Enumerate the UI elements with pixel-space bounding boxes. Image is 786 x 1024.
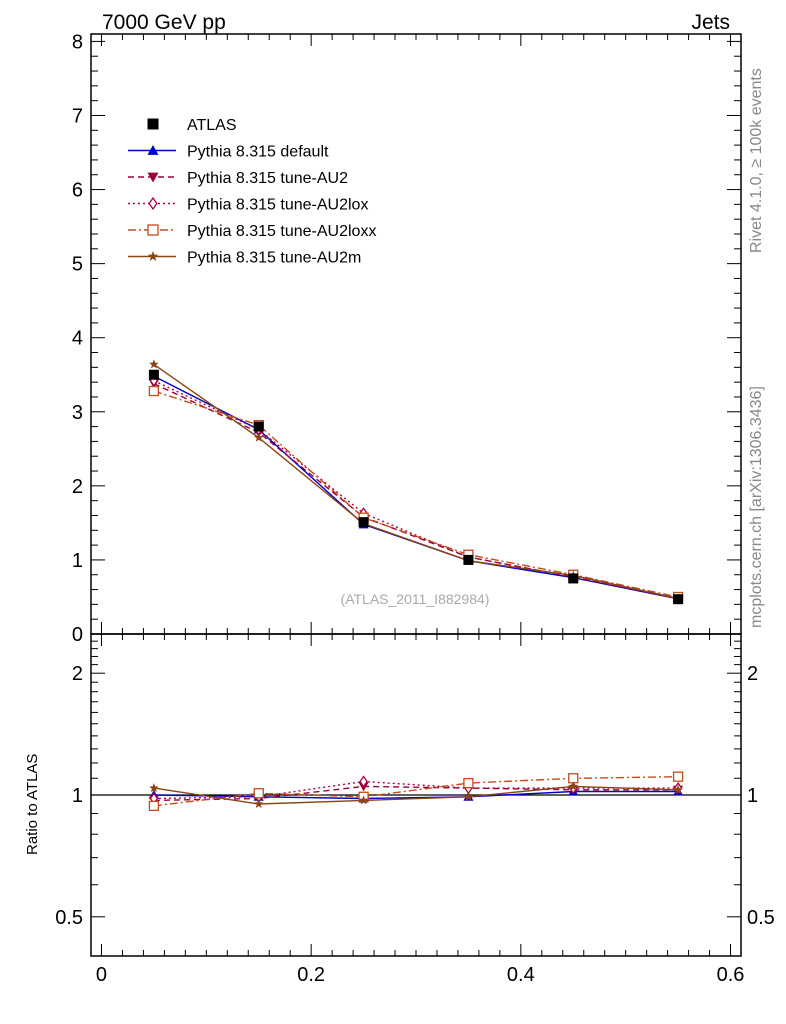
ratio-point-au2loxx <box>148 800 160 812</box>
rivet-version-label: Rivet 4.1.0, ≥ 100k events <box>748 68 765 253</box>
data-point-atlas <box>253 421 264 432</box>
legend-label-au2lox: Pythia 8.315 tune-AU2lox <box>187 197 368 214</box>
chart-title-left: 7000 GeV pp <box>102 11 226 34</box>
ratio-point-au2m <box>358 795 369 805</box>
ratio-point-au2m <box>149 783 159 793</box>
legend-marker-default <box>147 145 159 155</box>
legend-label-default: Pythia 8.315 default <box>187 144 329 161</box>
main-y-tick-label: 0 <box>72 624 83 646</box>
x-tick-label: 0.4 <box>507 964 535 986</box>
legend-marker-au2lox <box>148 196 158 211</box>
data-point-atlas <box>148 369 159 380</box>
main-y-tick-label: 6 <box>72 180 83 202</box>
ratio-line-default <box>153 790 679 800</box>
ratio-point-au2loxx <box>463 777 474 789</box>
ratio-data-layer <box>148 771 684 812</box>
legend-label-au2: Pythia 8.315 tune-AU2 <box>187 170 348 187</box>
series-line-default <box>153 375 679 600</box>
ratio-line-au2m <box>153 785 679 805</box>
ratio-point-au2loxx <box>253 788 264 799</box>
legend-marker-au2loxx <box>147 224 159 236</box>
legend-marker-atlas <box>147 118 159 130</box>
main-y-tick-label: 1 <box>72 550 83 572</box>
main-y-tick-label: 4 <box>72 328 83 350</box>
ratio-y-tick-label: 0.5 <box>55 907 83 929</box>
data-point-au2loxx <box>148 385 160 397</box>
ratio-y-axis-title: Ratio to ATLAS <box>24 754 41 855</box>
main-y-tick-label: 5 <box>72 254 83 276</box>
ratio-y-tick-label: 1 <box>72 785 83 807</box>
ratio-y-tick-label-right: 0.5 <box>747 907 775 929</box>
legend-marker-au2m <box>147 251 159 261</box>
main-y-tick-label: 7 <box>72 105 83 127</box>
ratio-point-au2m <box>463 791 474 801</box>
series-line-au2m <box>153 363 679 600</box>
ratio-point-au2loxx <box>568 773 579 784</box>
data-point-atlas <box>358 517 369 528</box>
ratio-y-tick-label: 2 <box>72 663 83 685</box>
ratio-point-au2m <box>673 784 683 794</box>
ratio-point-au2m <box>253 799 264 809</box>
x-tick-label: 0.6 <box>717 964 745 986</box>
legend-marker-au2 <box>147 172 159 183</box>
ratio-point-au2m <box>568 781 579 791</box>
legend-label-au2loxx: Pythia 8.315 tune-AU2loxx <box>187 223 376 240</box>
legend-label-au2m: Pythia 8.315 tune-AU2m <box>187 250 361 267</box>
x-tick-label: 0.2 <box>297 964 325 986</box>
ratio-line-au2loxx <box>153 776 679 807</box>
series-line-au2loxx <box>153 390 679 598</box>
legend: ATLAS Pythia 8.315 default Pythia 8.315 tu… <box>128 117 376 267</box>
ratio-y-tick-label-right: 1 <box>747 785 758 807</box>
chart-title-right: Jets <box>691 11 730 34</box>
ratio-point-au2lox <box>359 775 368 788</box>
main-data-layer <box>148 359 684 605</box>
data-point-atlas <box>568 573 579 584</box>
main-y-tick-label: 2 <box>72 476 83 498</box>
mcplots-label: mcplots.cern.ch [arXiv:1306.3436] <box>748 386 765 628</box>
x-tick-label: 0 <box>96 964 107 986</box>
data-point-atlas <box>673 594 684 605</box>
series-line-au2lox <box>153 380 679 600</box>
main-y-tick-label: 8 <box>72 31 83 53</box>
data-point-au2m <box>253 432 264 442</box>
main-y-tick-label: 3 <box>72 402 83 424</box>
ratio-point-au2loxx <box>672 771 684 782</box>
data-point-au2m <box>149 359 159 369</box>
analysis-watermark: (ATLAS_2011_I882984) <box>341 591 490 607</box>
ratio-panel <box>90 633 742 957</box>
ratio-line-au2 <box>153 785 679 802</box>
legend-label-atlas: ATLAS <box>187 117 237 134</box>
data-point-atlas <box>463 554 474 565</box>
ratio-y-tick-label-right: 2 <box>747 663 758 685</box>
